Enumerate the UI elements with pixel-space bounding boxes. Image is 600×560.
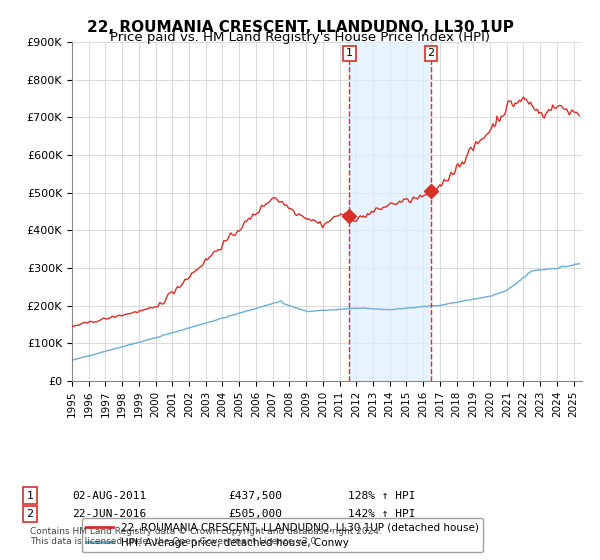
Legend: 22, ROUMANIA CRESCENT, LLANDUDNO, LL30 1UP (detached house), HPI: Average price,: 22, ROUMANIA CRESCENT, LLANDUDNO, LL30 1… [82,518,483,552]
Text: 142% ↑ HPI: 142% ↑ HPI [348,509,415,519]
Text: 2: 2 [427,48,434,58]
Text: 2: 2 [26,509,34,519]
Text: £505,000: £505,000 [228,509,282,519]
Text: 02-AUG-2011: 02-AUG-2011 [72,491,146,501]
Text: £437,500: £437,500 [228,491,282,501]
Text: 1: 1 [26,491,34,501]
Text: 22, ROUMANIA CRESCENT, LLANDUDNO, LL30 1UP: 22, ROUMANIA CRESCENT, LLANDUDNO, LL30 1… [86,20,514,35]
Bar [349,42,431,381]
Text: Price paid vs. HM Land Registry's House Price Index (HPI): Price paid vs. HM Land Registry's House … [110,31,490,44]
Text: Contains HM Land Registry data © Crown copyright and database right 2024.
This d: Contains HM Land Registry data © Crown c… [30,526,382,546]
Text: 128% ↑ HPI: 128% ↑ HPI [348,491,415,501]
Text: 1: 1 [346,48,353,58]
Text: 22-JUN-2016: 22-JUN-2016 [72,509,146,519]
